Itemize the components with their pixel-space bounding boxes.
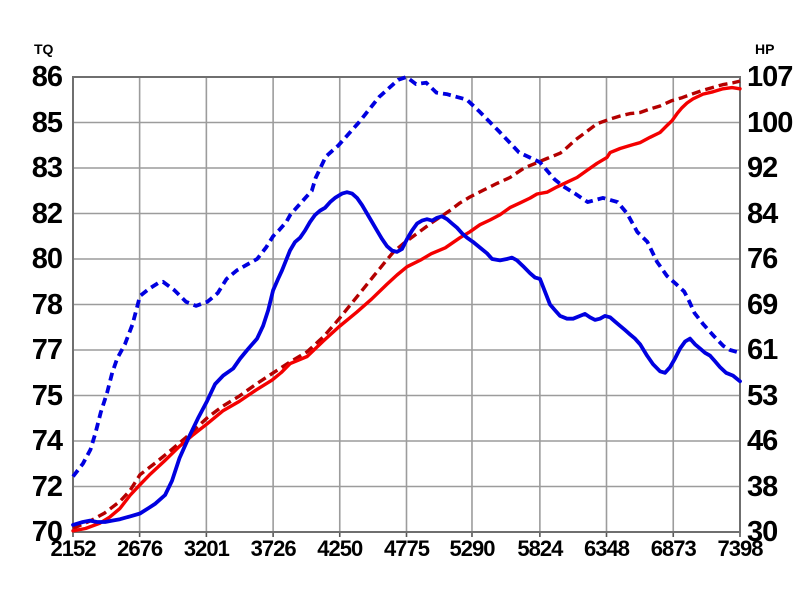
left-axis-tick-label: 72 bbox=[31, 470, 63, 503]
plot-border bbox=[72, 76, 741, 533]
x-axis-tick-label: 4250 bbox=[317, 536, 363, 561]
x-axis-tick-label: 6873 bbox=[650, 536, 697, 561]
right-axis-tick-label: 107 bbox=[747, 61, 793, 93]
right-axis-tick-label: 76 bbox=[747, 243, 778, 275]
left-axis-tick-label: 82 bbox=[31, 197, 63, 230]
torque-dashed-run-curve bbox=[71, 75, 741, 478]
x-axis-tick-label: 5290 bbox=[449, 536, 495, 561]
left-axis-tick-label: 83 bbox=[31, 152, 63, 184]
right-axis-tick-label: 100 bbox=[747, 106, 793, 139]
x-axis-tick-label: 3726 bbox=[250, 536, 297, 561]
left-axis-tick-label: 77 bbox=[31, 334, 63, 366]
x-axis-tick-label: 3201 bbox=[183, 536, 230, 561]
x-axis-tick-label: 6348 bbox=[584, 536, 630, 561]
left-axis-tick-label: 78 bbox=[31, 288, 63, 321]
horsepower-solid-run-curve bbox=[71, 85, 742, 533]
left-axis-tick-label: 74 bbox=[31, 425, 63, 457]
right-axis-tick-label: 30 bbox=[747, 516, 778, 548]
horsepower-dashed-run-curve bbox=[72, 79, 741, 531]
x-axis-tick-label: 7398 bbox=[717, 536, 764, 561]
right-axis-tick-label: 61 bbox=[747, 334, 778, 366]
x-axis-tick-label: 2676 bbox=[117, 536, 163, 561]
left-axis-tick-label: 80 bbox=[31, 243, 63, 275]
left-axis-tick-label: 75 bbox=[31, 379, 63, 412]
left-axis-tick-label: 86 bbox=[31, 61, 63, 93]
right-axis-tick-label: 84 bbox=[747, 197, 778, 230]
x-axis-tick-label: 5824 bbox=[517, 536, 563, 561]
left-axis-title: TQ bbox=[34, 41, 54, 57]
right-axis-title: HP bbox=[755, 41, 775, 57]
right-axis-tick-label: 53 bbox=[747, 379, 778, 412]
left-axis-tick-label: 85 bbox=[31, 106, 63, 139]
right-axis-tick-label: 69 bbox=[747, 288, 778, 321]
right-axis-tick-label: 46 bbox=[747, 425, 778, 457]
right-axis-tick-label: 38 bbox=[747, 470, 778, 503]
right-axis-tick-label: 92 bbox=[747, 152, 778, 184]
x-axis-tick-label: 2152 bbox=[50, 536, 97, 561]
left-axis-tick-label: 70 bbox=[31, 516, 63, 548]
torque-solid-run-curve bbox=[71, 190, 742, 527]
x-axis-tick-label: 4775 bbox=[384, 536, 430, 561]
